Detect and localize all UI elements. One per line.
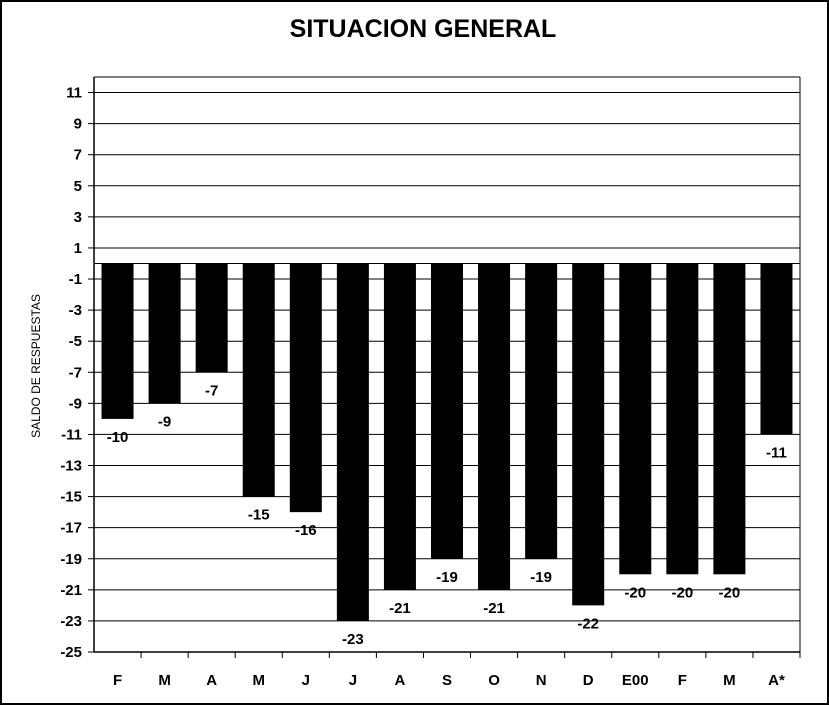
x-tick-label: E00 bbox=[622, 672, 649, 689]
bar bbox=[666, 263, 699, 575]
data-label: -20 bbox=[624, 584, 646, 601]
y-tick-label: 11 bbox=[66, 85, 82, 102]
data-label: -19 bbox=[436, 569, 458, 586]
chart-title: SITUACION GENERAL bbox=[290, 15, 557, 43]
y-tick-label: 3 bbox=[74, 209, 82, 226]
bar bbox=[101, 263, 134, 419]
x-tick-label: S bbox=[442, 672, 452, 689]
data-label: -19 bbox=[530, 569, 552, 586]
data-label: -16 bbox=[295, 522, 317, 539]
x-tick-labels: F M A M J J A S O N D E00 F M A* bbox=[113, 672, 785, 689]
x-tick-label: O bbox=[488, 672, 500, 689]
x-tick-label: A bbox=[206, 672, 217, 689]
bar bbox=[242, 263, 275, 497]
x-tick-label: F bbox=[678, 672, 687, 689]
y-tick-label: 7 bbox=[74, 147, 82, 164]
x-tick-label: F bbox=[113, 672, 122, 689]
data-label: -9 bbox=[158, 413, 171, 430]
x-tick-label: A bbox=[395, 672, 406, 689]
axes bbox=[88, 76, 801, 658]
x-tick-label: J bbox=[349, 672, 357, 689]
y-tick-label: -5 bbox=[69, 333, 82, 350]
bar bbox=[383, 263, 416, 590]
y-tick-label: -23 bbox=[60, 613, 82, 630]
bar bbox=[478, 263, 511, 590]
bar bbox=[430, 263, 464, 559]
y-tick-label: -1 bbox=[69, 271, 82, 288]
x-tick-label: M bbox=[158, 672, 171, 689]
bar bbox=[195, 263, 228, 373]
y-tick-labels: 11 9 7 5 3 1 -1 -3 -5 -7 -9 -11 -13 -15 -17 -19 -21 -23 -2… bbox=[60, 85, 82, 661]
data-label: -10 bbox=[107, 429, 129, 446]
y-tick-label: -9 bbox=[69, 395, 82, 412]
bars bbox=[101, 263, 793, 621]
bar bbox=[525, 263, 558, 559]
data-label: -7 bbox=[205, 382, 218, 399]
bar bbox=[148, 263, 181, 404]
bar bbox=[336, 263, 369, 621]
y-tick-label: -19 bbox=[60, 551, 82, 568]
data-label: -22 bbox=[577, 615, 599, 632]
y-tick-label: 9 bbox=[74, 116, 82, 133]
x-tick-label: J bbox=[302, 672, 310, 689]
y-tick-label: -7 bbox=[69, 364, 82, 381]
data-label: -20 bbox=[719, 584, 741, 601]
y-tick-label: 1 bbox=[74, 240, 82, 257]
y-tick-label: -3 bbox=[69, 302, 82, 319]
y-axis-label: SALDO DE RESPUESTAS bbox=[29, 294, 43, 438]
data-label: -20 bbox=[671, 584, 693, 601]
y-tick-label: 5 bbox=[74, 178, 82, 195]
bar bbox=[619, 263, 652, 575]
x-tick-label: M bbox=[252, 672, 265, 689]
data-label: -23 bbox=[342, 631, 364, 648]
y-tick-label: -17 bbox=[60, 520, 82, 537]
y-tick-label: -21 bbox=[60, 582, 82, 599]
bar bbox=[572, 263, 605, 606]
x-tick-label: D bbox=[583, 672, 594, 689]
data-label: -11 bbox=[766, 444, 787, 461]
data-label: -21 bbox=[483, 600, 505, 617]
bar bbox=[289, 263, 322, 513]
bar bbox=[713, 263, 746, 575]
x-tick-label: M bbox=[723, 672, 736, 689]
y-tick-label: -15 bbox=[60, 489, 82, 506]
data-labels: -10 -9 -7 -15 -16 -23 -21 -19 -21 -19 -22 -20 -20 -20… bbox=[107, 382, 787, 648]
x-tick-label: A* bbox=[768, 672, 785, 689]
y-tick-label: -11 bbox=[61, 426, 82, 443]
data-label: -21 bbox=[389, 600, 411, 617]
data-label: -15 bbox=[248, 507, 270, 524]
bar bbox=[760, 263, 793, 435]
y-tick-label: -13 bbox=[60, 458, 82, 475]
y-tick-label: -25 bbox=[60, 644, 82, 661]
x-tick-label: N bbox=[536, 672, 547, 689]
